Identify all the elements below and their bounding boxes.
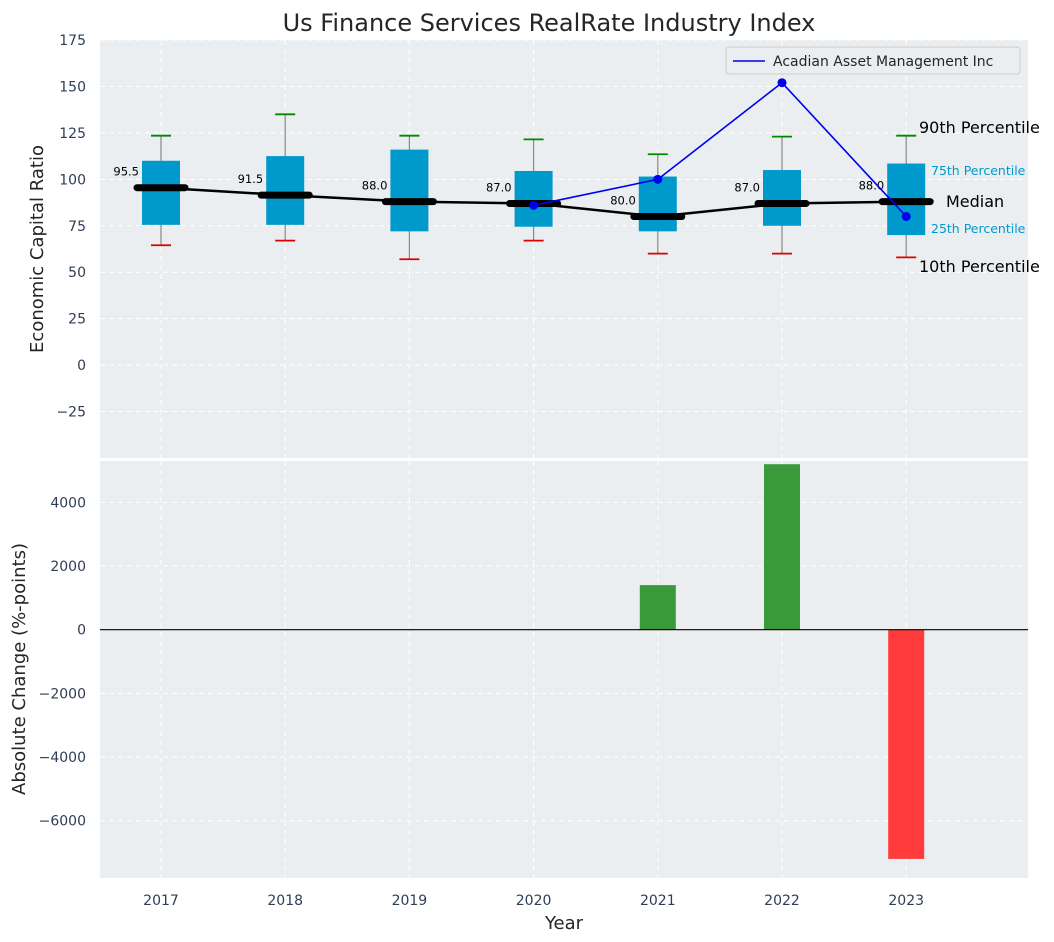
x-tick-label: 2018 xyxy=(267,893,303,909)
p10-label: 10th Percentile xyxy=(919,257,1040,276)
median-value-label: 95.5 xyxy=(113,165,139,179)
median-value-label: 88.0 xyxy=(362,179,388,193)
bottom-y-tick-label: 0 xyxy=(77,623,86,639)
bottom-y-tick-label: −6000 xyxy=(39,814,86,830)
top-y-tick-label: 0 xyxy=(77,358,86,374)
legend-box xyxy=(725,46,1021,75)
median-label: Median xyxy=(946,192,1004,211)
company-series xyxy=(529,78,911,221)
x-axis-label: Year xyxy=(544,913,584,934)
top-y-tick-label: 25 xyxy=(68,312,86,328)
x-ticks: 2017 2018 2019 2020 2021 2022 2023 xyxy=(143,893,924,909)
bottom-plot-area xyxy=(100,461,1028,878)
bottom-y-tick-label: −4000 xyxy=(39,750,86,766)
top-y-tick-label: 50 xyxy=(68,265,86,281)
p75-label: 75th Percentile xyxy=(931,163,1026,178)
top-y-ticks: −25 0 25 50 75 100 125 150 175 xyxy=(56,33,86,421)
iqr-box xyxy=(142,160,180,225)
iqr-box xyxy=(266,156,305,225)
median-value-label: 88.0 xyxy=(859,179,885,193)
iqr-box xyxy=(638,176,677,232)
change-bar xyxy=(764,464,800,630)
bottom-y-axis-label: Absolute Change (%-points) xyxy=(9,543,30,795)
top-boxes: 95.5 91.5 88.0 87.0 80.0 87.0 88.0 xyxy=(113,113,934,261)
x-tick-label: 2023 xyxy=(888,893,924,909)
median-value-label: 87.0 xyxy=(486,180,512,194)
change-bar xyxy=(639,585,676,630)
median-value-label: 80.0 xyxy=(610,193,636,207)
top-y-axis-label: Economic Capital Ratio xyxy=(27,145,48,353)
p90-label: 90th Percentile xyxy=(919,118,1040,137)
bottom-y-ticks: −6000 −4000 −2000 0 2000 4000 xyxy=(39,495,86,829)
x-tick-label: 2017 xyxy=(143,893,179,909)
percentile-annotations: 90th Percentile 75th Percentile Median 2… xyxy=(919,118,1040,276)
x-tick-label: 2022 xyxy=(764,893,800,909)
top-y-tick-label: 175 xyxy=(59,33,86,49)
bottom-bars xyxy=(100,464,1028,859)
top-y-tick-label: 100 xyxy=(59,172,86,188)
iqr-box xyxy=(763,170,801,226)
iqr-box xyxy=(390,149,429,232)
company-point xyxy=(529,200,539,210)
legend: Acadian Asset Management Inc xyxy=(725,46,1021,75)
bottom-y-tick-label: −2000 xyxy=(39,686,86,702)
chart-title: Us Finance Services RealRate Industry In… xyxy=(283,9,816,37)
company-point xyxy=(901,211,911,221)
x-tick-label: 2021 xyxy=(640,893,676,909)
company-point xyxy=(777,78,787,88)
top-y-tick-label: 150 xyxy=(59,79,86,95)
top-y-tick-label: 75 xyxy=(68,219,86,235)
x-tick-label: 2020 xyxy=(516,893,552,909)
bottom-y-tick-label: 2000 xyxy=(50,559,86,575)
x-tick-label: 2019 xyxy=(392,893,428,909)
company-line xyxy=(533,81,907,218)
change-bar xyxy=(888,629,925,859)
bottom-panel: −6000 −4000 −2000 0 2000 4000 2017 2018 2019 202… xyxy=(9,461,1028,934)
company-point xyxy=(653,174,663,184)
p25-label: 25th Percentile xyxy=(931,221,1026,236)
legend-label: Acadian Asset Management Inc xyxy=(773,54,993,70)
median-value-label: 87.0 xyxy=(734,180,760,194)
top-y-tick-label: −25 xyxy=(56,405,86,421)
iqr-box xyxy=(514,170,553,227)
top-panel: −25 0 25 50 75 100 125 150 175 95.5 91.5 88.0 87.0 8… xyxy=(27,33,1040,458)
top-plot-area xyxy=(100,40,1028,458)
top-y-tick-label: 125 xyxy=(59,126,86,142)
bottom-y-tick-label: 4000 xyxy=(50,495,86,511)
median-value-label: 91.5 xyxy=(238,172,264,186)
